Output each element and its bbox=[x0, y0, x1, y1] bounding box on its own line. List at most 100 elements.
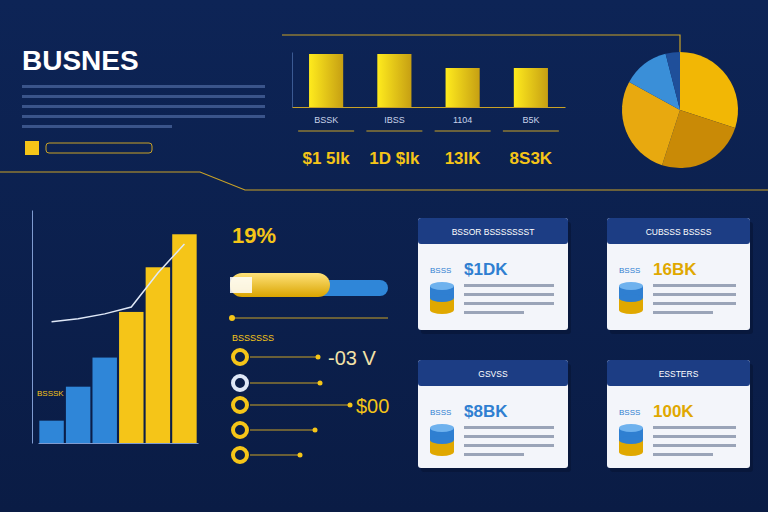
decoration bbox=[0, 35, 768, 190]
card-value: 100K bbox=[653, 402, 694, 421]
tick-label: IBSS bbox=[384, 115, 405, 125]
text-line bbox=[22, 125, 172, 128]
bar bbox=[146, 267, 170, 443]
card-title: ESSTERS bbox=[659, 369, 699, 379]
text-line bbox=[22, 115, 265, 118]
rule-dot bbox=[229, 315, 235, 321]
divider-line bbox=[0, 172, 768, 190]
icon-part bbox=[619, 448, 643, 456]
legend-chip bbox=[25, 141, 39, 155]
icon-part bbox=[430, 424, 454, 432]
line bbox=[52, 244, 185, 322]
text-line bbox=[464, 435, 554, 438]
text-line bbox=[464, 293, 554, 296]
tick: 1104 bbox=[453, 107, 472, 125]
text-line bbox=[653, 284, 736, 287]
annotation: $1 5lk bbox=[302, 149, 350, 168]
slider-fill bbox=[230, 273, 330, 297]
text-line bbox=[464, 453, 524, 456]
slider-cap bbox=[230, 277, 252, 293]
tick-label: 1104 bbox=[453, 115, 472, 125]
card-body bbox=[418, 218, 568, 330]
text-line bbox=[653, 426, 736, 429]
text-line bbox=[653, 302, 736, 305]
bar bbox=[514, 68, 548, 107]
tick: BSSK bbox=[314, 107, 338, 125]
bar bbox=[377, 54, 411, 107]
card: BSSOR BSSSSSSST BSSS $1DK bbox=[418, 218, 571, 334]
card-value: $1DK bbox=[464, 260, 508, 279]
underline bbox=[503, 131, 559, 132]
bar bbox=[309, 54, 343, 107]
icon-part bbox=[430, 448, 454, 456]
title: BUSNES bbox=[22, 45, 139, 76]
reading: -03 V bbox=[328, 347, 376, 369]
annotation: 13lK bbox=[445, 149, 482, 168]
axis-line bbox=[293, 107, 566, 108]
card-title: BSSOR BSSSSSSST bbox=[452, 227, 535, 237]
text-line bbox=[464, 284, 554, 287]
card-body bbox=[607, 218, 750, 330]
text-line bbox=[653, 453, 713, 456]
card-title: GSVSS bbox=[478, 369, 508, 379]
card-tag: BSSS bbox=[619, 408, 640, 417]
icon-part bbox=[619, 436, 643, 444]
row-end bbox=[348, 403, 353, 408]
text-line bbox=[653, 293, 736, 296]
axis-line bbox=[39, 443, 199, 444]
icon-part bbox=[619, 306, 643, 314]
y-axis bbox=[32, 211, 33, 444]
annotation: BSSSK bbox=[37, 389, 64, 398]
tick: B5K bbox=[522, 107, 539, 125]
row-end bbox=[318, 381, 323, 386]
card-header bbox=[607, 218, 750, 244]
card-value: $8BK bbox=[464, 402, 508, 421]
card-body bbox=[607, 360, 750, 468]
card: ESSTERS BSSS 100K bbox=[607, 360, 753, 472]
card-value: 16BK bbox=[653, 260, 697, 279]
headline: 19% bbox=[232, 223, 276, 248]
underline bbox=[298, 131, 354, 132]
row-icon bbox=[233, 448, 247, 462]
axis-line bbox=[32, 211, 33, 444]
annotation: 8S3K bbox=[510, 149, 553, 168]
bars bbox=[309, 54, 548, 107]
card: GSVSSBSSS$8BK bbox=[418, 360, 571, 472]
text-line bbox=[653, 311, 713, 314]
text-line bbox=[653, 444, 736, 447]
bar bbox=[119, 312, 143, 443]
underline bbox=[366, 131, 422, 132]
row-line bbox=[250, 454, 300, 455]
card: CUBSSS BSSSSBSSS16BK bbox=[607, 218, 753, 334]
slice bbox=[666, 52, 680, 110]
legend-pill bbox=[46, 143, 152, 153]
axis-line bbox=[292, 53, 293, 108]
tick-label: B5K bbox=[522, 115, 539, 125]
frame-line bbox=[282, 35, 680, 110]
bar bbox=[92, 358, 116, 443]
annotation: 1D $lk bbox=[369, 149, 420, 168]
text-line bbox=[22, 95, 265, 98]
card-tag: BSSS bbox=[430, 266, 451, 275]
row-end bbox=[316, 355, 321, 360]
row-icon bbox=[233, 423, 247, 437]
icon-part bbox=[619, 282, 643, 290]
tick-label: BSSK bbox=[314, 115, 338, 125]
pie bbox=[622, 52, 738, 168]
x-axis bbox=[39, 443, 199, 444]
text-line bbox=[464, 444, 554, 447]
icon-part bbox=[619, 424, 643, 432]
tick: IBSS bbox=[384, 107, 405, 125]
icon-part bbox=[430, 282, 454, 290]
background bbox=[0, 0, 768, 512]
bar bbox=[446, 68, 480, 107]
rule bbox=[232, 318, 388, 319]
underline bbox=[435, 131, 491, 132]
row-end bbox=[298, 453, 303, 458]
text-line bbox=[464, 426, 554, 429]
card-header bbox=[418, 360, 568, 386]
card-header bbox=[607, 360, 750, 386]
panel-label: BSSSSSS bbox=[232, 333, 274, 343]
bar bbox=[66, 387, 90, 443]
bar bbox=[39, 421, 63, 443]
